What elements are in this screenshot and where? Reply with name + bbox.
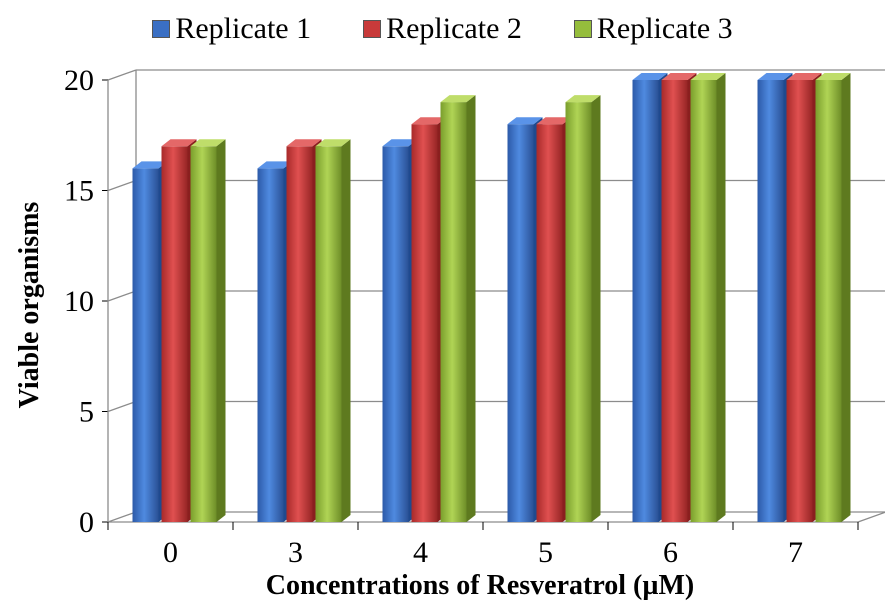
legend-item-replicate-3: Replicate 3 [573, 12, 733, 46]
bar-5-series-1 [507, 124, 534, 522]
bar-3-series-1 [257, 168, 284, 522]
gridline-depth-15 [107, 179, 137, 192]
bar-0-series-3-top [190, 139, 226, 147]
bar-4-series-2-top [411, 117, 447, 125]
legend-swatch-replicate-1 [152, 20, 171, 38]
bar-4-series-3-top [440, 95, 476, 103]
bar-4-series-3-side [466, 95, 476, 522]
bars [132, 73, 851, 523]
x-tick-label-5: 5 [538, 536, 553, 569]
bar-0-series-1-top [132, 161, 168, 169]
bar-4-series-1-top [382, 139, 418, 147]
bar-6-series-2-top [661, 73, 697, 80]
gridline-depth-0 [107, 511, 137, 523]
bar-6-series-2 [661, 80, 688, 522]
y-tick-label-5: 5 [79, 396, 94, 429]
bar-3-series-3 [315, 146, 342, 523]
bar-3-series-1-top [257, 161, 293, 169]
bar-5-series-3-side [591, 95, 601, 522]
bar-5-series-3 [565, 102, 592, 522]
bar-5-series-1-top [507, 117, 543, 125]
bar-4-series-2 [411, 124, 438, 522]
chart-legend: Replicate 1 Replicate 2 Replicate 3 [0, 12, 885, 46]
gridline-depth-10 [107, 290, 137, 302]
x-tick-label-4: 4 [413, 536, 428, 569]
bar-7-series-3 [815, 80, 842, 522]
bar-5-series-3-top [565, 95, 601, 103]
legend-item-replicate-1: Replicate 1 [152, 12, 311, 46]
bar-7-series-3-side [841, 73, 851, 522]
bar-3-series-2-top [286, 139, 322, 147]
x-tick-label-7: 7 [788, 536, 803, 569]
y-tick-label-15: 15 [64, 175, 94, 208]
x-axis-title: Concentrations of Resveratrol (µM) [266, 570, 695, 601]
x-tick-label-3: 3 [288, 536, 303, 569]
legend-label-replicate-1: Replicate 1 [175, 12, 312, 45]
bar-5-series-2 [536, 124, 563, 522]
legend-swatch-replicate-2 [363, 20, 382, 38]
legend-label-replicate-3: Replicate 3 [596, 12, 733, 45]
gridline-depth-20 [107, 69, 137, 81]
bar-0-series-3 [190, 146, 217, 523]
floor-right-edge [857, 511, 885, 523]
bar-5-series-2-top [536, 117, 572, 125]
y-axis-title: Viable organisms [14, 202, 45, 409]
bar-7-series-3-top [815, 73, 851, 80]
bar-7-series-2-top [786, 73, 822, 80]
bar-6-series-3-side [716, 73, 726, 522]
bar-4-series-1 [382, 146, 409, 523]
bar-7-series-1 [757, 80, 784, 522]
bar-7-series-2 [786, 80, 813, 522]
bar-6-series-1-top [632, 73, 668, 80]
legend-item-replicate-2: Replicate 2 [363, 12, 522, 46]
y-tick-label-20: 20 [64, 64, 94, 97]
x-tick-label-0: 0 [163, 536, 178, 569]
axis-labels: 0 5 10 15 20 0 3 4 5 6 7 Concentrations of Resverat… [14, 64, 803, 601]
bar-6-series-3 [690, 80, 717, 522]
bar-6-series-3-top [690, 73, 726, 80]
bar-0-series-2 [161, 146, 188, 523]
bar-3-series-2 [286, 146, 313, 523]
bar-0-series-3-side [216, 139, 226, 523]
y-tick-label-10: 10 [64, 285, 94, 318]
bar-0-series-2-top [161, 139, 197, 147]
bar-3-series-3-side [341, 139, 351, 523]
gridline-depth-5 [107, 400, 137, 413]
x-tick-label-6: 6 [663, 536, 678, 569]
bar-0-series-1 [132, 168, 159, 522]
bar-4-series-3 [440, 102, 467, 522]
bar-3-series-3-top [315, 139, 351, 147]
bar-6-series-1 [632, 80, 659, 522]
y-tick-label-0: 0 [79, 506, 94, 539]
legend-label-replicate-2: Replicate 2 [386, 12, 522, 45]
bar-7-series-1-top [757, 73, 793, 80]
legend-swatch-replicate-3 [573, 20, 592, 38]
